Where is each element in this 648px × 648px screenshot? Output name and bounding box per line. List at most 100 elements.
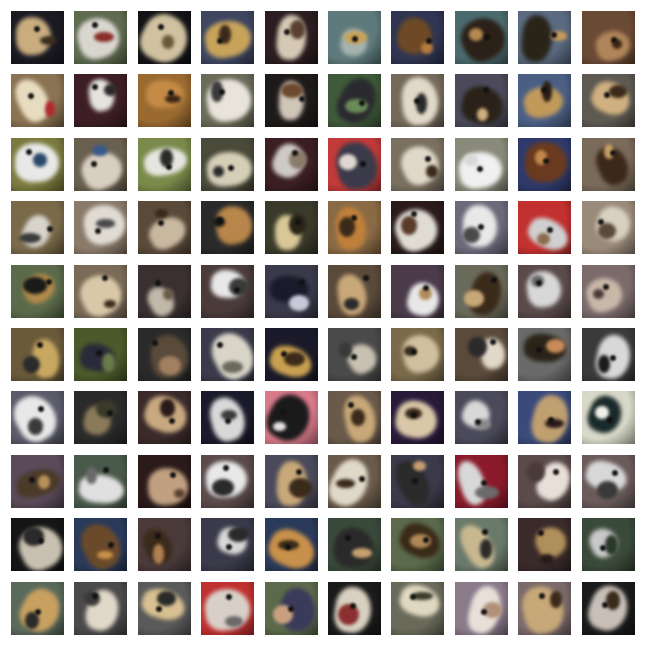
sample-image-tile xyxy=(138,201,191,254)
sample-image-tile xyxy=(11,74,64,127)
subject-eye-dot xyxy=(94,228,101,235)
subject-eye-dot xyxy=(481,529,488,536)
subject-eye-dot xyxy=(425,156,432,163)
sample-image-tile xyxy=(138,11,191,64)
sample-image-tile xyxy=(74,391,127,444)
sample-image-tile xyxy=(582,265,635,318)
sample-image-tile xyxy=(265,518,318,571)
sample-image-tile xyxy=(518,391,571,444)
subject-detail-blob xyxy=(350,408,365,426)
subject-detail-blob xyxy=(604,144,615,159)
subject-detail-blob xyxy=(604,534,618,555)
subject-eye-dot xyxy=(481,608,488,615)
sample-image-tile xyxy=(265,11,318,64)
subject-detail-blob xyxy=(37,474,51,490)
sample-image-tile xyxy=(201,582,254,635)
subject-eye-dot xyxy=(29,476,36,483)
sample-image-tile xyxy=(328,74,381,127)
subject-eye-dot xyxy=(540,87,547,94)
subject-eye-dot xyxy=(490,339,497,346)
subject-eye-dot xyxy=(95,349,102,356)
subject-eye-dot xyxy=(344,534,351,541)
subject-eye-dot xyxy=(483,86,490,93)
subject-eye-dot xyxy=(609,149,616,156)
subject-detail-blob xyxy=(477,107,488,121)
subject-detail-blob xyxy=(173,488,185,498)
subject-eye-dot xyxy=(154,279,161,286)
subject-eye-dot xyxy=(598,219,604,226)
subject-detail-blob xyxy=(338,153,357,170)
subject-eye-dot xyxy=(157,219,164,226)
subject-detail-blob xyxy=(103,83,118,97)
sample-image-tile xyxy=(265,391,318,444)
sample-image-tile xyxy=(201,455,254,508)
sample-image-tile xyxy=(265,74,318,127)
subject-detail-blob xyxy=(165,94,181,103)
subject-eye-dot xyxy=(35,609,42,616)
subject-detail-blob xyxy=(467,337,487,358)
subject-detail-blob xyxy=(159,149,173,168)
subject-eye-dot xyxy=(155,606,162,613)
sample-image-tile xyxy=(265,201,318,254)
subject-eye-dot xyxy=(225,417,232,424)
subject-detail-blob xyxy=(27,418,43,435)
subject-detail-blob xyxy=(539,554,555,565)
sample-image-tile xyxy=(391,201,444,254)
subject-detail-blob xyxy=(605,591,621,610)
sample-image-tile xyxy=(328,11,381,64)
subject-detail-blob xyxy=(592,289,604,300)
subject-eye-dot xyxy=(601,602,608,609)
subject-eye-dot xyxy=(91,84,98,91)
sample-image-tile xyxy=(328,201,381,254)
sample-image-tile xyxy=(138,74,191,127)
subject-detail-blob xyxy=(96,218,115,228)
subject-detail-blob xyxy=(227,526,250,543)
sample-image-tile xyxy=(11,11,64,64)
subject-detail-blob xyxy=(463,226,480,243)
subject-detail-blob xyxy=(229,278,249,296)
subject-eye-dot xyxy=(283,29,290,36)
subject-detail-blob xyxy=(154,208,169,219)
subject-detail-blob xyxy=(161,35,175,50)
sample-image-tile xyxy=(11,582,64,635)
subject-detail-blob xyxy=(44,101,55,117)
subject-detail-blob xyxy=(221,409,238,420)
subject-eye-dot xyxy=(349,603,356,610)
subject-detail-blob xyxy=(468,28,484,42)
subject-detail-blob xyxy=(337,604,359,626)
sample-image-tile xyxy=(455,391,508,444)
sample-image-tile xyxy=(328,455,381,508)
subject-eye-dot xyxy=(478,223,485,230)
subject-detail-blob xyxy=(338,217,356,238)
sample-image-tile xyxy=(11,328,64,381)
subject-eye-dot xyxy=(155,533,162,540)
subject-detail-blob xyxy=(412,591,433,601)
subject-eye-dot xyxy=(348,401,355,408)
sample-image-tile xyxy=(201,138,254,191)
sample-image-tile xyxy=(391,11,444,64)
subject-eye-dot xyxy=(351,354,358,361)
sample-image-tile xyxy=(582,455,635,508)
subject-eye-dot xyxy=(281,351,288,358)
subject-detail-blob xyxy=(211,479,234,496)
subject-detail-blob xyxy=(102,353,115,373)
subject-eye-dot xyxy=(152,339,159,346)
sample-image-tile xyxy=(328,582,381,635)
subject-detail-blob xyxy=(425,164,438,179)
sample-image-tile xyxy=(11,201,64,254)
subject-detail-blob xyxy=(280,83,304,99)
subject-detail-blob xyxy=(474,419,491,430)
sample-image-tile xyxy=(455,518,508,571)
subject-eye-dot xyxy=(170,471,177,478)
subject-eye-dot xyxy=(219,89,226,96)
sample-image-tile xyxy=(455,11,508,64)
sample-image-tile xyxy=(518,518,571,571)
subject-detail-blob xyxy=(480,539,493,559)
sample-image-tile xyxy=(455,74,508,127)
subject-eye-dot xyxy=(490,277,497,284)
subject-eye-dot xyxy=(295,219,302,226)
subject-detail-blob xyxy=(483,601,503,618)
subject-eye-dot xyxy=(291,150,298,157)
subject-detail-blob xyxy=(91,144,108,157)
